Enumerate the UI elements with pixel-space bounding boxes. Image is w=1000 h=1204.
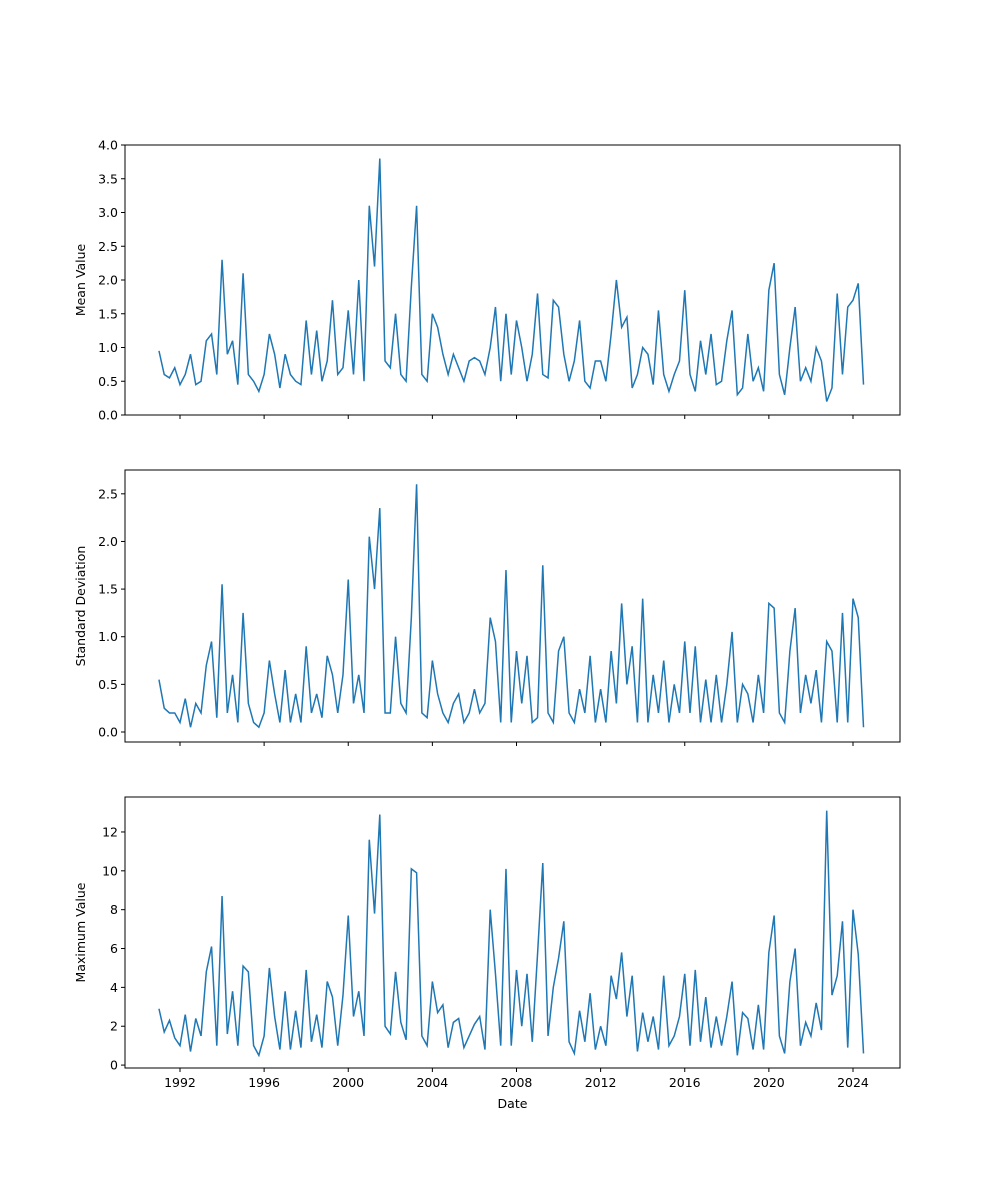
y-tick-label: 0.0: [98, 724, 118, 739]
y-tick-label: 12: [102, 824, 118, 839]
x-tick-label: 2008: [501, 1075, 533, 1090]
y-tick-label: 2: [110, 1019, 118, 1034]
y-tick-label: 6: [110, 941, 118, 956]
axes-frame: [124, 144, 901, 416]
x-tick-label: 2024: [837, 1075, 869, 1090]
y-tick-label: 8: [110, 902, 118, 917]
y-tick-label: 1.0: [98, 629, 118, 644]
x-tick-label: 2020: [753, 1075, 785, 1090]
y-axis-label: Standard Deviation: [73, 546, 88, 667]
data-line: [158, 810, 865, 1058]
y-tick-label: 2.0: [98, 534, 118, 549]
axes-frame: [124, 469, 901, 743]
data-line: [158, 158, 865, 402]
y-axis-label: Maximum Value: [73, 882, 88, 982]
y-tick-label: 3.0: [98, 205, 118, 220]
y-tick-label: 0: [110, 1058, 118, 1073]
y-tick-label: 0.5: [98, 374, 118, 389]
x-tick-label: 2000: [332, 1075, 364, 1090]
y-tick-label: 1.5: [98, 306, 118, 321]
x-tick-label: 2012: [585, 1075, 617, 1090]
x-tick-label: 2004: [416, 1075, 448, 1090]
x-tick-label: 2016: [669, 1075, 701, 1090]
x-axis-label: Date: [498, 1096, 528, 1111]
x-tick-label: 1992: [164, 1075, 196, 1090]
x-tick-label: 1996: [248, 1075, 280, 1090]
y-tick-label: 2.5: [98, 486, 118, 501]
y-tick-label: 0.5: [98, 677, 118, 692]
y-tick-label: 1.5: [98, 582, 118, 597]
y-axis-label: Mean Value: [73, 244, 88, 317]
y-tick-label: 2.0: [98, 273, 118, 288]
y-tick-label: 4.0: [98, 138, 118, 153]
y-tick-label: 4: [110, 980, 118, 995]
y-tick-label: 10: [102, 863, 118, 878]
y-tick-label: 2.5: [98, 239, 118, 254]
axes-frame: [124, 796, 901, 1069]
data-line: [158, 484, 865, 729]
y-tick-label: 0.0: [98, 408, 118, 423]
y-tick-label: 1.0: [98, 340, 118, 355]
y-tick-label: 3.5: [98, 171, 118, 186]
